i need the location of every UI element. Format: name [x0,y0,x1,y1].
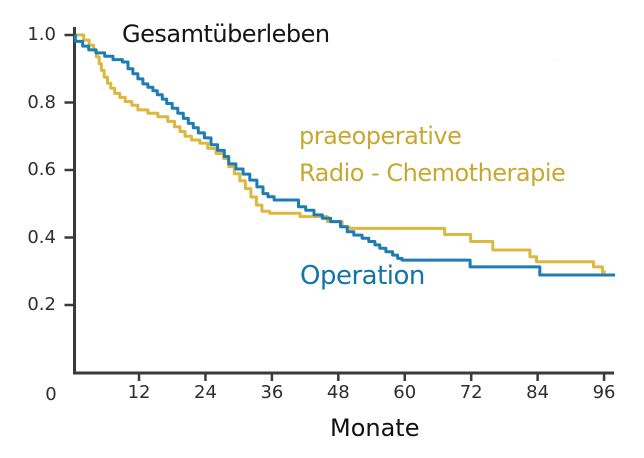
x-tick-label-96: 96 [592,382,616,403]
x-tick-label-48: 48 [326,382,350,403]
y-tick-label-0.8: 0.8 [27,91,56,113]
survival-curves [73,33,616,277]
x-tick-label-36: 36 [260,382,284,403]
series-label-radiochemo: praeoperative Radio - Chemotherapie [299,118,566,192]
curve-radiochemo [75,33,606,274]
chart-title: Gesamtüberleben [122,20,330,48]
y-tick-label-0.4: 0.4 [27,226,56,248]
series-label-radiochemo-line2: Radio - Chemotherapie [299,159,566,187]
x-tick-label-12: 12 [127,382,151,403]
x-tick-label-84: 84 [526,382,550,403]
series-label-operation: Operation [300,261,425,291]
series-label-radiochemo-line1: praeoperative [299,122,462,150]
screen-smudge-artifact: · [553,56,556,66]
x-tick-label-24: 24 [194,382,217,403]
y-tick-label-1.0: 1.0 [27,24,56,45]
x-tick-label-72: 72 [459,382,483,403]
y-tick-label-0.6: 0.6 [27,159,56,180]
curve-operation [73,33,616,277]
x-axis-title: Monate [330,414,420,442]
axes [64,27,614,381]
y-tick-label-0.2: 0.2 [27,294,56,315]
x-tick-label-60: 60 [393,382,417,403]
origin-tick-label: 0 [45,384,57,405]
